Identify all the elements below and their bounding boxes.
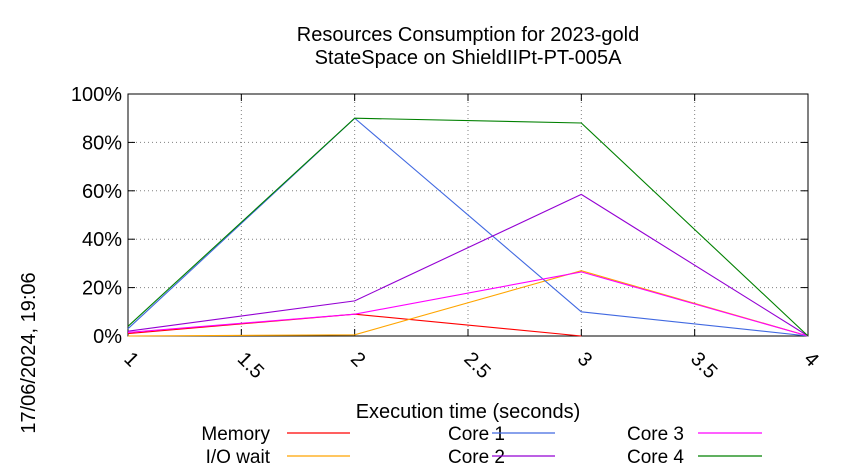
x-tick-label: 3.5 bbox=[686, 348, 721, 383]
y-tick-label: 40% bbox=[82, 229, 122, 251]
chart-title-line-1: Resources Consumption for 2023-gold bbox=[297, 24, 639, 46]
series-line-core-4 bbox=[127, 117, 809, 337]
y-axis-ticks: 0% 20% 40% 60% 80% 100% bbox=[71, 84, 808, 348]
legend-label-core-1: Core 1 bbox=[448, 424, 505, 445]
y-tick-label: 0% bbox=[93, 326, 122, 348]
x-tick-label: 4 bbox=[799, 348, 822, 371]
x-tick-label: 3 bbox=[573, 348, 596, 371]
x-axis-label: Execution time (seconds) bbox=[356, 401, 581, 423]
x-tick-label: 2.5 bbox=[459, 348, 494, 383]
y-tick-label: 60% bbox=[82, 181, 122, 203]
x-tick-label: 2 bbox=[346, 348, 369, 371]
series-line-core-2 bbox=[127, 193, 809, 337]
legend-label-i-o-wait: I/O wait bbox=[206, 447, 271, 468]
y-tick-label: 100% bbox=[71, 84, 122, 106]
series-line-core-3 bbox=[127, 271, 809, 337]
x-tick-label: 1 bbox=[119, 348, 142, 371]
legend-label-core-4: Core 4 bbox=[627, 447, 684, 468]
x-tick-label: 1.5 bbox=[233, 348, 268, 383]
legend-label-core-2: Core 2 bbox=[448, 447, 505, 468]
series-line-core-1 bbox=[127, 117, 809, 337]
legend-label-memory: Memory bbox=[201, 424, 270, 445]
series-lines bbox=[127, 117, 809, 337]
y-tick-label: 20% bbox=[82, 278, 122, 300]
series-line-i-o-wait bbox=[127, 270, 809, 337]
y-tick-label: 80% bbox=[82, 132, 122, 154]
legend-label-core-3: Core 3 bbox=[627, 424, 684, 445]
chart-title-line-2: StateSpace on ShieldIIPt-PT-005A bbox=[315, 47, 623, 69]
timestamp-label: 17/06/2024, 19:06 bbox=[18, 272, 40, 433]
